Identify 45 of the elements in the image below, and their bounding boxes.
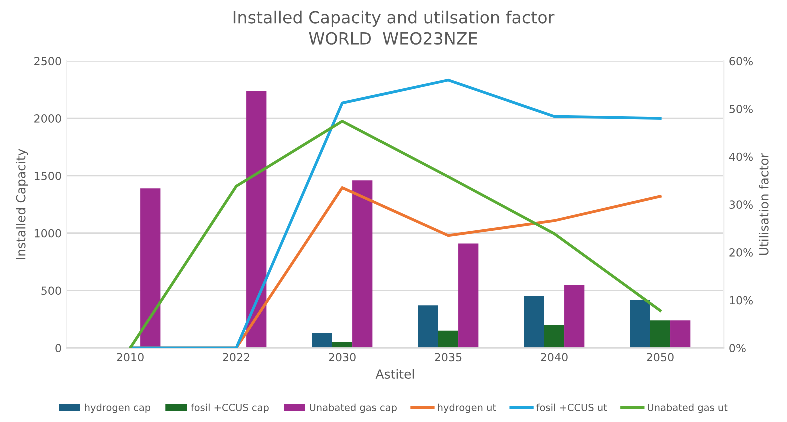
bar [352,180,373,348]
chart-subtitle: WORLD WEO23NZE [309,32,478,45]
x-axis-title: Astitel [376,369,414,379]
legend-label: fosil +CCUS ut [536,404,608,412]
bar [438,330,459,348]
y2-tick-label: 0% [730,344,746,353]
x-tick-label: 2030 [329,353,356,362]
x-tick-label: 2035 [435,353,462,362]
bar [418,306,438,348]
bar [140,188,161,348]
bar [312,333,332,348]
x-tick-label: 2010 [117,353,144,362]
bar [670,320,691,348]
y2-axis-title: Utilisation factor [759,153,769,256]
legend-label: hydrogen cap [85,404,151,414]
line-series [129,78,662,348]
y-tick-label: 1500 [34,172,62,180]
y-tick-label: 2000 [34,114,62,123]
legend-label: hydrogen ut [438,404,496,414]
x-tick-label: 2040 [541,353,568,362]
legend-label: Unabated gas ut [648,404,728,414]
chart-title: Installed Capacity and utilsation factor [234,10,555,28]
x-tick-label: 2022 [223,353,250,362]
y2-tick-label: 40% [729,152,753,162]
legend-label: Unabated gas cap [310,404,397,414]
y-axis-title: Installed Capacity [16,149,28,260]
bar [524,296,544,348]
y-tick-label: 0 [56,344,62,353]
bar [630,300,650,348]
x-tick-label: 2050 [647,353,674,362]
y2-tick-label: 60% [730,57,753,66]
bar [564,285,585,348]
legend-label: fosil +CCUS cap [191,404,269,414]
bar [544,325,565,348]
line-series [129,120,662,348]
y2-tick-label: 50% [730,104,753,114]
y2-tick-label: 20% [730,248,753,257]
y2-tick-label: 30% [730,200,753,210]
y-tick-label: 500 [42,286,62,296]
bar [246,91,267,348]
y-tick-label: 1000 [34,229,62,238]
y-tick-label: 2500 [34,57,62,66]
bar [650,320,671,348]
bar [458,244,479,348]
y2-tick-label: 10% [730,296,753,305]
